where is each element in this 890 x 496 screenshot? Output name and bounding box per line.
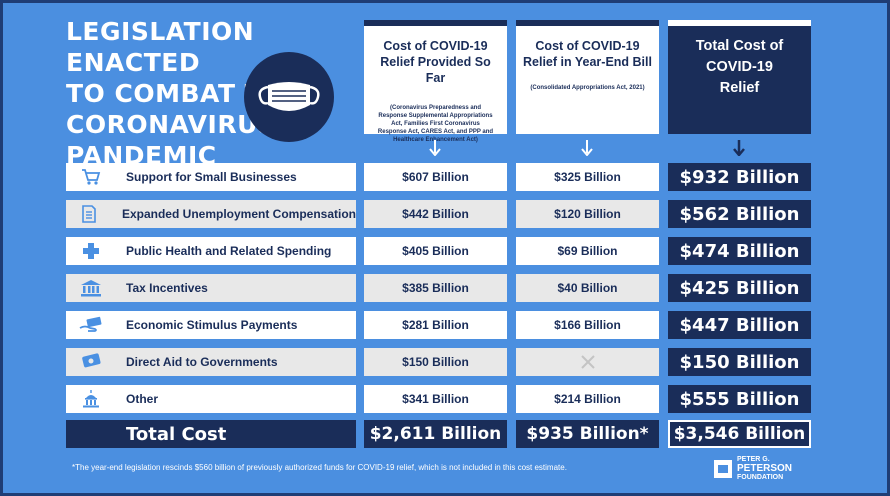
table-cell-so-far: $281 Billion: [364, 311, 507, 339]
cash-icon: [66, 348, 116, 376]
shopping-cart-icon: [66, 163, 116, 191]
money-hand-icon: [66, 311, 116, 339]
table-cell-total: $555 Billion: [668, 385, 811, 413]
column-heading: Total Cost of COVID-19 Relief: [668, 36, 811, 99]
row-label-text: Support for Small Businesses: [116, 170, 297, 184]
row-label-text: Public Health and Related Spending: [116, 244, 331, 258]
table-cell-total: $474 Billion: [668, 237, 811, 265]
capitol-building-icon: [66, 385, 116, 413]
column-header-year-end: Cost of COVID-19 Relief in Year-End Bill…: [516, 20, 659, 134]
row-label-text: Expanded Unemployment Compensation: [112, 207, 356, 221]
table-cell-year-end: $325 Billion: [516, 163, 659, 191]
table-cell-year-end: [516, 348, 659, 376]
column-heading: Cost of COVID-19 Relief Provided So Far: [364, 38, 507, 86]
total-so-far: $2,611 Billion: [364, 420, 507, 448]
table-cell-total: $150 Billion: [668, 348, 811, 376]
document-icon: [66, 200, 112, 228]
bank-building-icon: [66, 274, 116, 302]
row-label-text: Economic Stimulus Payments: [116, 318, 297, 332]
table-cell-so-far: $150 Billion: [364, 348, 507, 376]
table-cell-year-end: $120 Billion: [516, 200, 659, 228]
face-mask-icon: [244, 52, 334, 142]
arrow-down-icon: [429, 140, 441, 156]
medical-cross-icon: [66, 237, 116, 265]
total-cost-label: Total Cost: [66, 420, 356, 448]
foundation-logo-icon: [714, 460, 732, 478]
logo-line: FOUNDATION: [737, 474, 783, 481]
grand-total: $3,546 Billion: [668, 420, 811, 448]
table-row-label: Expanded Unemployment Compensation: [66, 200, 356, 228]
table-cell-so-far: $341 Billion: [364, 385, 507, 413]
row-label-text: Tax Incentives: [116, 281, 208, 295]
table-row-label: Economic Stimulus Payments: [66, 311, 356, 339]
row-label-text: Other: [116, 392, 158, 406]
table-cell-so-far: $607 Billion: [364, 163, 507, 191]
table-cell-year-end: $69 Billion: [516, 237, 659, 265]
table-cell-year-end: $40 Billion: [516, 274, 659, 302]
row-label-text: Direct Aid to Governments: [116, 355, 278, 369]
table-cell-total: $562 Billion: [668, 200, 811, 228]
column-heading: Cost of COVID-19 Relief in Year-End Bill: [516, 38, 659, 70]
table-cell-so-far: $442 Billion: [364, 200, 507, 228]
total-year-end: $935 Billion*: [516, 420, 659, 448]
not-applicable-x-icon: [580, 354, 596, 370]
table-cell-year-end: $166 Billion: [516, 311, 659, 339]
table-cell-total: $932 Billion: [668, 163, 811, 191]
table-row-label: Public Health and Related Spending: [66, 237, 356, 265]
table-cell-year-end: $214 Billion: [516, 385, 659, 413]
column-subtext: (Coronavirus Preparedness and Response S…: [364, 104, 507, 144]
arrow-down-icon: [733, 140, 745, 156]
table-row-label: Other: [66, 385, 356, 413]
arrow-down-icon: [581, 140, 593, 156]
table-cell-total: $425 Billion: [668, 274, 811, 302]
column-header-so-far: Cost of COVID-19 Relief Provided So Far …: [364, 20, 507, 134]
table-cell-so-far: $385 Billion: [364, 274, 507, 302]
peterson-foundation-logo: PETER G. PETERSON FOUNDATION: [714, 456, 792, 482]
table-cell-total: $447 Billion: [668, 311, 811, 339]
table-row-label: Direct Aid to Governments: [66, 348, 356, 376]
footnote: *The year-end legislation rescinds $560 …: [72, 463, 567, 472]
table-row-label: Support for Small Businesses: [66, 163, 356, 191]
column-header-total: Total Cost of COVID-19 Relief: [668, 20, 811, 134]
column-subtext: (Consolidated Appropriations Act, 2021): [516, 84, 659, 92]
logo-line: PETER G.: [737, 456, 770, 463]
logo-line: PETERSON: [737, 464, 792, 474]
table-row-label: Tax Incentives: [66, 274, 356, 302]
table-cell-so-far: $405 Billion: [364, 237, 507, 265]
